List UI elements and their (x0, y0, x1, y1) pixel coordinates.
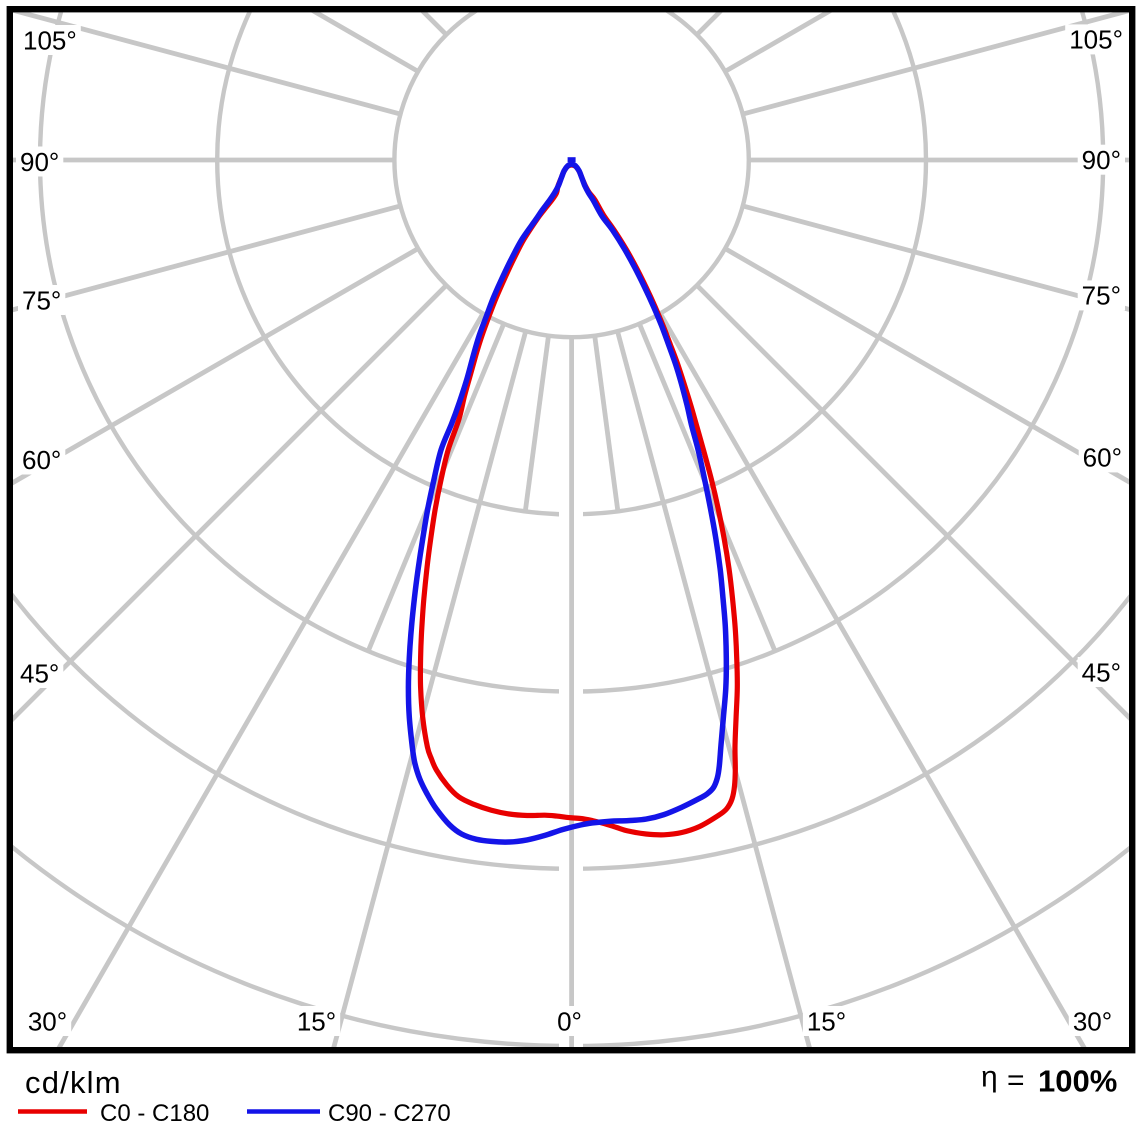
svg-text:30°: 30° (1073, 1006, 1112, 1036)
svg-text:60°: 60° (1083, 443, 1122, 473)
svg-text:C90 - C270: C90 - C270 (328, 1100, 451, 1127)
svg-text:45°: 45° (1082, 657, 1121, 687)
svg-text:60°: 60° (22, 445, 61, 475)
svg-text:η: η (981, 1061, 998, 1094)
svg-text:30°: 30° (28, 1006, 67, 1036)
svg-text:15°: 15° (807, 1006, 846, 1036)
svg-text:C0 - C180: C0 - C180 (100, 1100, 209, 1127)
svg-text:90°: 90° (1082, 145, 1121, 175)
svg-text:105°: 105° (23, 25, 77, 55)
svg-text:cd/klm: cd/klm (25, 1065, 122, 1100)
svg-text:0°: 0° (557, 1006, 582, 1036)
svg-text:=: = (1007, 1064, 1025, 1097)
svg-text:90°: 90° (20, 147, 59, 177)
svg-text:15°: 15° (297, 1006, 336, 1036)
svg-text:75°: 75° (1082, 281, 1121, 311)
svg-text:100%: 100% (1038, 1064, 1117, 1099)
svg-text:45°: 45° (20, 658, 59, 688)
svg-text:75°: 75° (22, 285, 61, 315)
svg-text:105°: 105° (1069, 25, 1123, 55)
